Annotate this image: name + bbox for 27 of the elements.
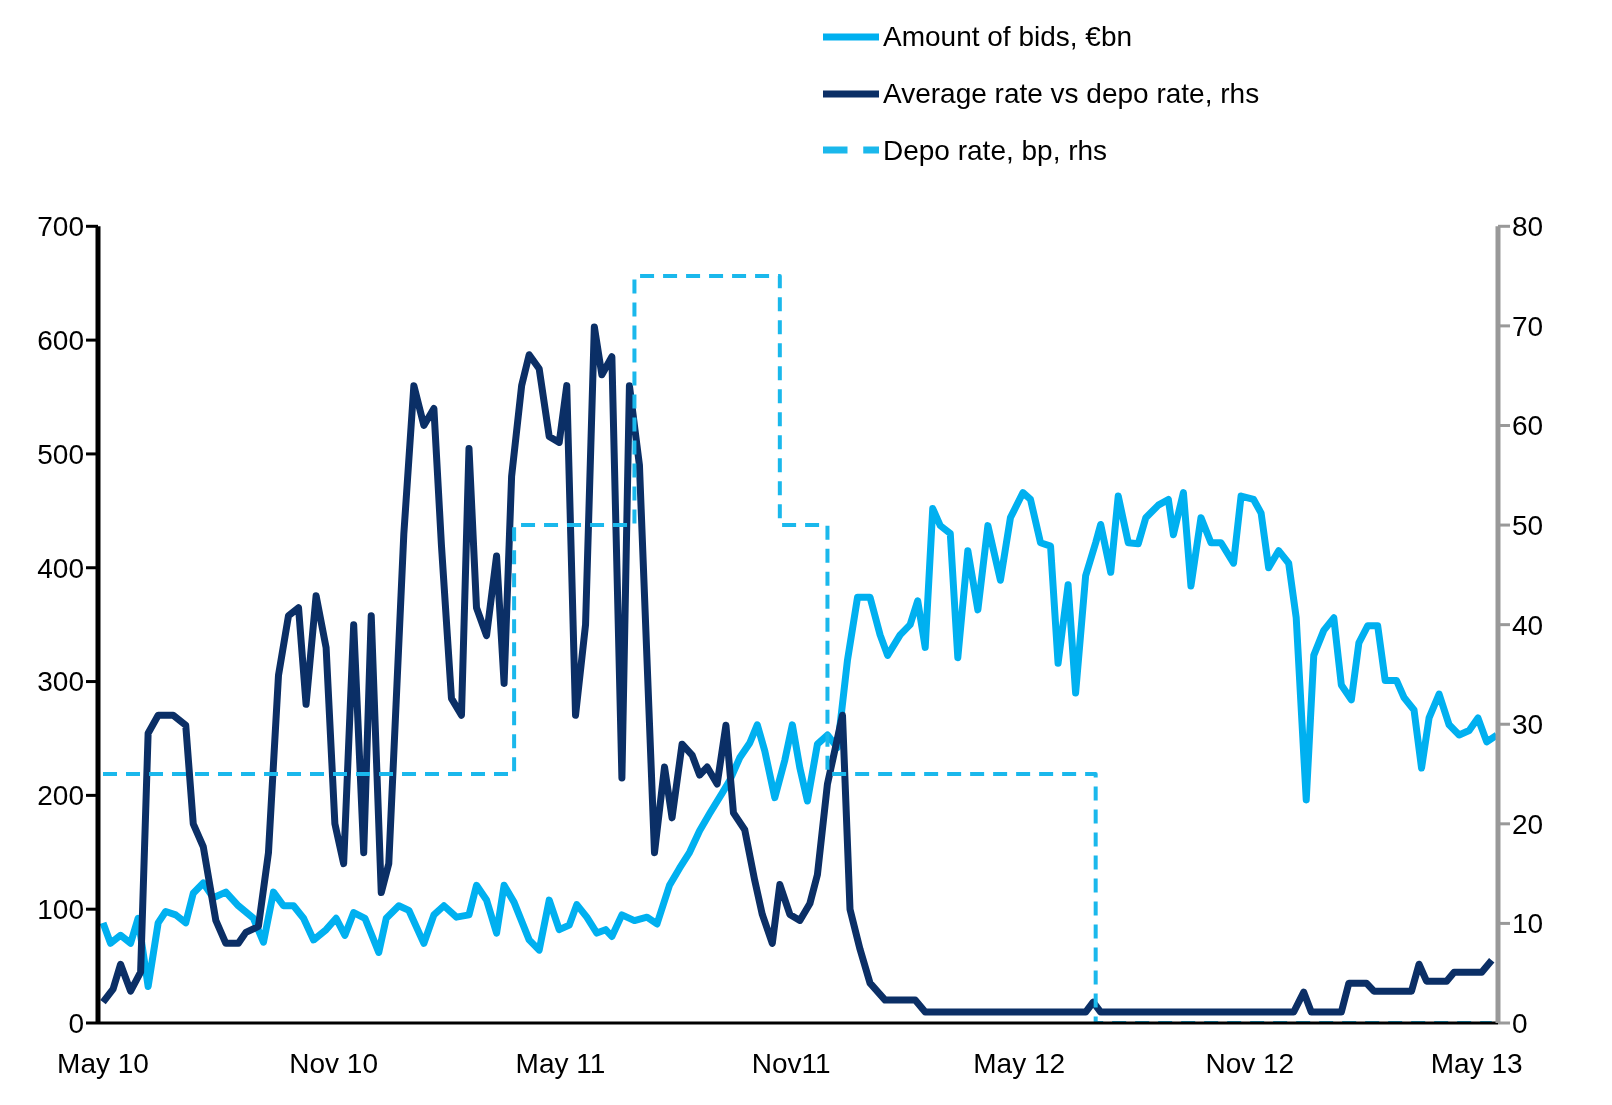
y-tick-label: 300	[37, 666, 84, 698]
y-tick-label: 700	[37, 211, 84, 243]
y2-tick-label: 50	[1512, 510, 1544, 541]
y2-tick-label: 20	[1512, 808, 1544, 840]
y-tick-label: 600	[37, 325, 84, 357]
y2-tick-label: 60	[1512, 410, 1544, 442]
y-tick-label: 0	[68, 1007, 84, 1039]
x-tick-label: May 10	[57, 1047, 149, 1079]
y2-tick-label: 70	[1512, 310, 1544, 342]
legend-label: Amount of bids, €bn	[883, 20, 1133, 52]
x-tick-label: May 13	[1430, 1047, 1523, 1079]
y-tick-label: 100	[37, 894, 84, 926]
x-tick-label: May 11	[515, 1047, 606, 1079]
y2-tick-label: 0	[1512, 1007, 1528, 1039]
x-tick-label: Nov11	[751, 1047, 831, 1079]
y2-tick-label: 40	[1512, 609, 1544, 641]
y-tick-label: 500	[37, 438, 84, 470]
legend-label: Average rate vs depo rate, rhs	[883, 77, 1260, 109]
x-tick-label: Nov 12	[1205, 1047, 1295, 1079]
y2-tick-label: 10	[1512, 908, 1544, 940]
y2-tick-label: 80	[1512, 211, 1544, 243]
x-tick-label: Nov 10	[289, 1047, 378, 1079]
x-tick-label: May 12	[973, 1047, 1066, 1079]
legend-label: Depo rate, bp, rhs	[883, 134, 1108, 166]
y-tick-label: 200	[37, 780, 84, 812]
y2-tick-label: 30	[1512, 709, 1544, 741]
y-tick-label: 400	[37, 552, 84, 584]
